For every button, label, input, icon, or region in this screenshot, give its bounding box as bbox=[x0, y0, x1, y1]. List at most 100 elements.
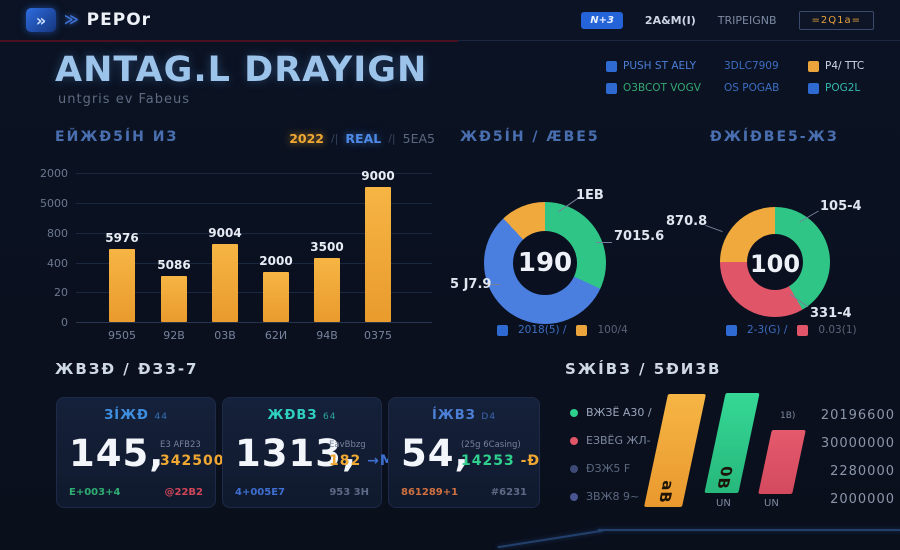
y-tick: 0 bbox=[61, 316, 68, 329]
card-side: (25g 6Casing) 14253 -Ð bbox=[461, 440, 540, 469]
nav-badge[interactable]: N+3 bbox=[581, 11, 623, 29]
legend-swatch-orange-icon[interactable] bbox=[576, 324, 588, 336]
bar-value: 9000 bbox=[361, 169, 395, 183]
card-footer-left: 4+005E7 bbox=[235, 487, 285, 498]
hero-legend-item[interactable]: POG2L bbox=[808, 82, 892, 94]
legend-swatch-blue-icon bbox=[606, 60, 617, 72]
donut1-callout-top: 1EB bbox=[576, 188, 604, 203]
donut2-callout-bottom: 331-4 bbox=[810, 306, 852, 321]
bar bbox=[365, 187, 391, 322]
legend-label: ВЖЗЁ A30 / bbox=[586, 406, 652, 419]
legend-swatch-blue-icon[interactable] bbox=[726, 324, 737, 336]
card-subtext: EavBbzg bbox=[329, 440, 366, 450]
legend-swatch-blue-icon[interactable] bbox=[497, 324, 508, 336]
hero-legend: PUSH ST AELY 3DLC7909 P4/ TTC O3BCOT VOG… bbox=[606, 60, 892, 94]
donut2-callout-left: 870.8 bbox=[666, 214, 708, 229]
card-number: 54, bbox=[401, 432, 470, 475]
grid-line bbox=[76, 292, 432, 293]
nav-item-1[interactable]: 2A&M(I) bbox=[644, 13, 696, 27]
y-tick: 2000 bbox=[40, 167, 68, 180]
bar-value: 5976 bbox=[105, 231, 139, 245]
card-footer-right: 953 3H bbox=[329, 487, 369, 498]
skew-axis-value: 2280000 bbox=[830, 464, 895, 479]
card-accent-value: 182 →M bbox=[329, 453, 395, 469]
legend-dot-indigo-icon bbox=[570, 492, 578, 501]
grid-line bbox=[76, 173, 432, 174]
skew-x-label: UN bbox=[716, 498, 731, 509]
logo-chevron-icon: » bbox=[26, 8, 56, 32]
legend-label: 3DLC7909 bbox=[724, 60, 779, 72]
donut1-callout-left: 5 J7.9 bbox=[450, 277, 492, 292]
legend-dot-green-icon bbox=[570, 408, 578, 417]
logo-text: PEPOr bbox=[86, 10, 152, 30]
card-footer-right: #6231 bbox=[490, 487, 527, 498]
card-accent-value: 342500 bbox=[160, 453, 225, 469]
footer-decoration-line bbox=[598, 529, 900, 531]
card-side: E3 AFB23 342500 bbox=[160, 440, 224, 469]
donut1-title: ЖÐ5ÍН / ÆВЕ5 bbox=[460, 129, 600, 145]
legend-dot-indigo-icon bbox=[570, 464, 578, 473]
callout-line bbox=[705, 224, 723, 233]
legend-label: ÐЗЖ5 F bbox=[586, 462, 631, 475]
footer-decoration-slant bbox=[497, 529, 603, 549]
stat-card-2: ЖÐВЗ 64 1313, EavBbzg 182 →M 4+005E7 953… bbox=[222, 397, 394, 508]
logo[interactable]: » ≫ PEPOr bbox=[26, 8, 151, 32]
x-tick: 9505 bbox=[108, 329, 136, 342]
card-footer-left: 861289+1 bbox=[401, 487, 459, 498]
x-tick: 0375 bbox=[364, 329, 392, 342]
skew-bar-orange: aB bbox=[643, 394, 707, 507]
card-footer: E+003+4 @22B2 bbox=[69, 487, 203, 498]
legend-label[interactable]: 100/4 bbox=[597, 324, 628, 336]
grid-line bbox=[76, 233, 432, 234]
skew-legend-item[interactable]: ÐЗЖ5 F bbox=[570, 462, 630, 475]
page-title: ANTAG.L DRAYIGN bbox=[55, 50, 428, 90]
skew-legend-item[interactable]: ЗВЖ8 9~ bbox=[570, 490, 639, 503]
card-title-text: ЖÐВЗ bbox=[267, 408, 318, 423]
card-title-suffix: D4 bbox=[481, 412, 497, 422]
logo-signal-icon: ≫ bbox=[64, 12, 79, 28]
card-title: ЗÍЖÐ 44 bbox=[57, 408, 215, 423]
nav-item-2[interactable]: TRIPEIGNB bbox=[717, 13, 777, 27]
callout-line bbox=[486, 284, 500, 285]
hero-legend-item[interactable]: OS POGAB bbox=[724, 82, 808, 94]
legend-label: P4/ TTC bbox=[825, 60, 865, 72]
legend-label[interactable]: 0.03(1) bbox=[818, 324, 857, 336]
skew-chart-title: ЅЖÍВЗ / 5ÐИЗВ bbox=[565, 360, 722, 378]
bar bbox=[109, 249, 135, 322]
tab-other[interactable]: 5ЕА5 bbox=[402, 131, 435, 146]
skew-legend-item[interactable]: ЕЗВЁG ЖЛ- bbox=[570, 434, 651, 447]
legend-label: ЗВЖ8 9~ bbox=[586, 490, 640, 503]
hero-legend-item[interactable]: P4/ TTC bbox=[808, 60, 892, 72]
skew-legend-item[interactable]: ВЖЗЁ A30 / bbox=[570, 406, 652, 419]
legend-swatch-blue-icon bbox=[808, 82, 819, 94]
legend-label[interactable]: 2018(5) / bbox=[518, 324, 567, 336]
bar bbox=[161, 276, 187, 322]
tab-separator: /| bbox=[330, 132, 339, 145]
card-number: 1313, bbox=[235, 432, 358, 475]
skew-bar-inner-label: aB bbox=[654, 480, 678, 504]
legend-dot-red-icon bbox=[570, 436, 578, 445]
skew-row-prefix: 1B) bbox=[780, 411, 796, 421]
card-title-suffix: 64 bbox=[323, 412, 337, 422]
tab-2022[interactable]: 2022 bbox=[289, 131, 324, 146]
hero-legend-item[interactable]: 3DLC7909 bbox=[724, 60, 808, 72]
nav-outline-button[interactable]: =2Q1a= bbox=[798, 10, 874, 30]
legend-label[interactable]: 2-3(G) / bbox=[747, 324, 788, 336]
header-divider-red bbox=[0, 40, 458, 42]
hero-legend-item[interactable]: O3BCOT VOGV bbox=[606, 82, 724, 94]
bar bbox=[314, 258, 340, 322]
donut1-callout-right: 7015.6 bbox=[614, 229, 665, 244]
tab-real[interactable]: REAL bbox=[345, 131, 382, 146]
legend-label: PUSH ST AELY bbox=[623, 60, 697, 72]
donut2-callout-top: 105-4 bbox=[820, 199, 862, 214]
grid-line bbox=[76, 203, 432, 204]
y-tick: 5000 bbox=[40, 197, 68, 210]
legend-label: O3BCOT VOGV bbox=[623, 82, 701, 94]
donut2-center-value: 100 bbox=[749, 250, 801, 278]
legend-swatch-red-icon[interactable] bbox=[797, 324, 809, 336]
legend-label: OS POGAB bbox=[724, 82, 780, 94]
skew-bar-inner-label: 0B bbox=[713, 466, 737, 490]
hero-legend-item[interactable]: PUSH ST AELY bbox=[606, 60, 724, 72]
skew-axis-value: 2000000 bbox=[830, 492, 895, 507]
y-tick: 400 bbox=[47, 257, 68, 270]
